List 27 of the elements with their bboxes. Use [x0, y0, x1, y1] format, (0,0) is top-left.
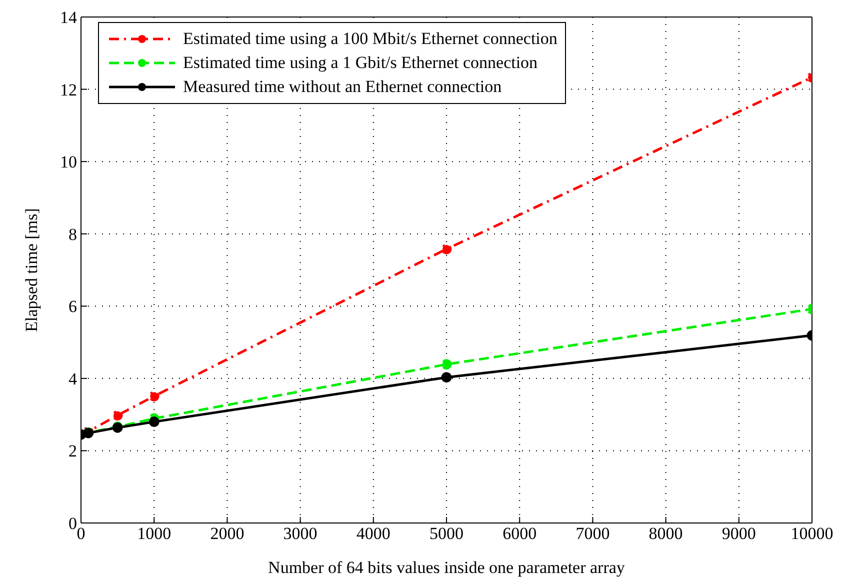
legend-label: Estimated time using a 100 Mbit/s Ethernet connection — [183, 29, 558, 49]
y-tick-label: 6 — [68, 297, 77, 316]
point — [441, 244, 452, 254]
x-tick-label: 4000 — [356, 524, 390, 544]
point — [112, 410, 123, 421]
x-tick-label: 3000 — [283, 524, 318, 544]
y-tick-label: 10 — [60, 152, 77, 172]
x-tick-label: 5000 — [430, 524, 464, 544]
legend-label: Measured time without an Ethernet connection — [183, 77, 502, 97]
x-tick-label: 6000 — [502, 524, 537, 544]
point — [441, 372, 452, 383]
x-tick-label: 10000 — [790, 524, 834, 544]
x-tick-label: 2000 — [210, 524, 244, 544]
x-tick-label: 9000 — [722, 524, 756, 544]
legend-label: Estimated time using a 1 Gbit/s Ethernet connection — [183, 53, 538, 73]
y-axis-title: Elapsed time [ms] — [22, 208, 42, 332]
x-axis-title: Number of 64 bits values inside one parameter array — [268, 558, 626, 577]
y-tick-label: 12 — [60, 80, 77, 100]
point — [148, 390, 160, 402]
x-tick-label: 8000 — [648, 524, 683, 544]
x-tick-label: 1000 — [137, 524, 172, 544]
y-tick-label: 8 — [68, 224, 77, 244]
y-tick-label: 4 — [68, 369, 78, 388]
point — [148, 416, 160, 428]
x-tick-label: 7000 — [576, 524, 610, 544]
y-tick-label: 14 — [60, 8, 78, 28]
y-tick-label: 2 — [68, 442, 77, 461]
